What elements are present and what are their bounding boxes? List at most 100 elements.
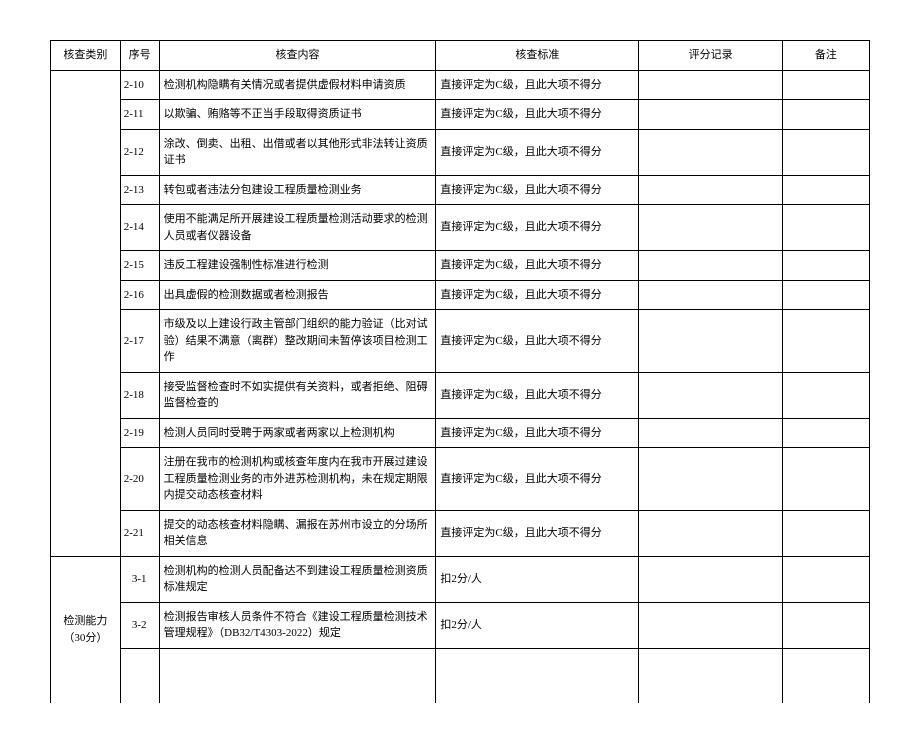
content-cell: 检测报告审核人员条件不符合《建设工程质量检测技术管理规程》（DB32/T4303… [159, 602, 436, 648]
score-cell [639, 372, 783, 418]
content-cell: 检测机构的检测人员配备达不到建设工程质量检测资质标准规定 [159, 556, 436, 602]
table-row: 2-17市级及以上建设行政主管部门组织的能力验证（比对试验）结果不满意（离群）整… [51, 310, 870, 373]
standard-cell: 直接评定为C级，且此大项不得分 [436, 418, 639, 448]
table-row: 2-20注册在我市的检测机构或核查年度内在我市开展过建设工程质量检测业务的市外进… [51, 448, 870, 511]
note-cell [782, 556, 869, 602]
score-cell [639, 510, 783, 556]
note-cell [782, 205, 869, 251]
table-row: 3-2检测报告审核人员条件不符合《建设工程质量检测技术管理规程》（DB32/T4… [51, 602, 870, 648]
standard-cell: 扣2分/人 [436, 602, 639, 648]
standard-cell: 直接评定为C级，且此大项不得分 [436, 372, 639, 418]
note-cell [782, 602, 869, 648]
standard-cell: 直接评定为C级，且此大项不得分 [436, 100, 639, 130]
seq-cell: 2-18 [120, 372, 159, 418]
content-cell: 违反工程建设强制性标准进行检测 [159, 251, 436, 281]
standard-cell: 直接评定为C级，且此大项不得分 [436, 510, 639, 556]
seq-cell: 2-21 [120, 510, 159, 556]
content-cell: 提交的动态核查材料隐瞒、漏报在苏州市设立的分场所相关信息 [159, 510, 436, 556]
standard-cell: 直接评定为C级，且此大项不得分 [436, 448, 639, 511]
table-row: 2-16出具虚假的检测数据或者检测报告直接评定为C级，且此大项不得分 [51, 280, 870, 310]
content-cell: 检测人员同时受聘于两家或者两家以上检测机构 [159, 418, 436, 448]
header-seq: 序号 [120, 41, 159, 71]
header-content: 核查内容 [159, 41, 436, 71]
score-cell [639, 251, 783, 281]
table-row: 2-13转包或者违法分包建设工程质量检测业务直接评定为C级，且此大项不得分 [51, 175, 870, 205]
standard-cell: 直接评定为C级，且此大项不得分 [436, 251, 639, 281]
score-cell [639, 602, 783, 648]
content-cell: 市级及以上建设行政主管部门组织的能力验证（比对试验）结果不满意（离群）整改期间未… [159, 310, 436, 373]
seq-cell: 2-11 [120, 100, 159, 130]
table-row: 2-21提交的动态核查材料隐瞒、漏报在苏州市设立的分场所相关信息直接评定为C级，… [51, 510, 870, 556]
header-standard: 核查标准 [436, 41, 639, 71]
standard-cell: 直接评定为C级，且此大项不得分 [436, 280, 639, 310]
note-cell [782, 251, 869, 281]
score-cell [639, 129, 783, 175]
table-row: 检测能力（30分）3-1检测机构的检测人员配备达不到建设工程质量检测资质标准规定… [51, 556, 870, 602]
seq-cell: 2-13 [120, 175, 159, 205]
table-row: 2-12涂改、倒卖、出租、出借或者以其他形式非法转让资质证书直接评定为C级，且此… [51, 129, 870, 175]
header-category: 核查类别 [51, 41, 121, 71]
table-row: 2-14使用不能满足所开展建设工程质量检测活动要求的检测人员或者仪器设备直接评定… [51, 205, 870, 251]
table-row: 2-15违反工程建设强制性标准进行检测直接评定为C级，且此大项不得分 [51, 251, 870, 281]
score-cell [639, 556, 783, 602]
table-row: 2-18接受监督检查时不如实提供有关资料，或者拒绝、阻碍监督检查的直接评定为C级… [51, 372, 870, 418]
content-cell: 使用不能满足所开展建设工程质量检测活动要求的检测人员或者仪器设备 [159, 205, 436, 251]
note-cell [782, 100, 869, 130]
seq-cell: 2-10 [120, 70, 159, 100]
seq-cell: 2-14 [120, 205, 159, 251]
content-cell: 以欺骗、贿赂等不正当手段取得资质证书 [159, 100, 436, 130]
note-cell [782, 418, 869, 448]
table-row: 2-19检测人员同时受聘于两家或者两家以上检测机构直接评定为C级，且此大项不得分 [51, 418, 870, 448]
standard-cell: 直接评定为C级，且此大项不得分 [436, 205, 639, 251]
table-row: 2-10检测机构隐瞒有关情况或者提供虚假材料申请资质直接评定为C级，且此大项不得… [51, 70, 870, 100]
note-cell [782, 175, 869, 205]
category-cell-empty [51, 70, 121, 556]
content-cell: 接受监督检查时不如实提供有关资料，或者拒绝、阻碍监督检查的 [159, 372, 436, 418]
empty-cell [782, 648, 869, 703]
content-cell: 转包或者违法分包建设工程质量检测业务 [159, 175, 436, 205]
score-cell [639, 205, 783, 251]
seq-cell: 2-12 [120, 129, 159, 175]
note-cell [782, 280, 869, 310]
score-cell [639, 418, 783, 448]
table-row: 2-11以欺骗、贿赂等不正当手段取得资质证书直接评定为C级，且此大项不得分 [51, 100, 870, 130]
score-cell [639, 70, 783, 100]
standard-cell: 直接评定为C级，且此大项不得分 [436, 129, 639, 175]
content-cell: 涂改、倒卖、出租、出借或者以其他形式非法转让资质证书 [159, 129, 436, 175]
score-cell [639, 175, 783, 205]
content-cell: 注册在我市的检测机构或核查年度内在我市开展过建设工程质量检测业务的市外进苏检测机… [159, 448, 436, 511]
empty-cell [639, 648, 783, 703]
header-row: 核查类别 序号 核查内容 核查标准 评分记录 备注 [51, 41, 870, 71]
score-cell [639, 280, 783, 310]
note-cell [782, 310, 869, 373]
spacer-row [51, 648, 870, 703]
header-score: 评分记录 [639, 41, 783, 71]
standard-cell: 直接评定为C级，且此大项不得分 [436, 310, 639, 373]
score-cell [639, 310, 783, 373]
seq-cell: 3-2 [120, 602, 159, 648]
empty-cell [159, 648, 436, 703]
empty-cell [436, 648, 639, 703]
header-note: 备注 [782, 41, 869, 71]
empty-cell [120, 648, 159, 703]
score-cell [639, 448, 783, 511]
content-cell: 检测机构隐瞒有关情况或者提供虚假材料申请资质 [159, 70, 436, 100]
seq-cell: 2-20 [120, 448, 159, 511]
score-cell [639, 100, 783, 130]
note-cell [782, 372, 869, 418]
note-cell [782, 70, 869, 100]
standard-cell: 直接评定为C级，且此大项不得分 [436, 70, 639, 100]
note-cell [782, 510, 869, 556]
inspection-table: 核查类别 序号 核查内容 核查标准 评分记录 备注 2-10检测机构隐瞒有关情况… [50, 40, 870, 703]
seq-cell: 3-1 [120, 556, 159, 602]
seq-cell: 2-15 [120, 251, 159, 281]
seq-cell: 2-17 [120, 310, 159, 373]
note-cell [782, 448, 869, 511]
content-cell: 出具虚假的检测数据或者检测报告 [159, 280, 436, 310]
standard-cell: 直接评定为C级，且此大项不得分 [436, 175, 639, 205]
note-cell [782, 129, 869, 175]
standard-cell: 扣2分/人 [436, 556, 639, 602]
seq-cell: 2-16 [120, 280, 159, 310]
seq-cell: 2-19 [120, 418, 159, 448]
category-cell: 检测能力（30分） [51, 556, 121, 703]
